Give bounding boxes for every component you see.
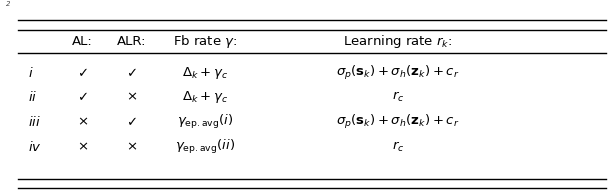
Text: $\gamma_{\mathrm{ep.avg}}(ii)$: $\gamma_{\mathrm{ep.avg}}(ii)$ bbox=[175, 138, 235, 156]
Text: ALR:: ALR: bbox=[117, 35, 146, 48]
Text: $\times$: $\times$ bbox=[126, 141, 137, 154]
Text: $\sigma_p(\mathbf{s}_k)+\sigma_h(\mathbf{z}_k)+c_r$: $\sigma_p(\mathbf{s}_k)+\sigma_h(\mathbf… bbox=[336, 113, 460, 131]
Text: AL:: AL: bbox=[72, 35, 93, 48]
Text: $\gamma_{\mathrm{ep.avg}}(i)$: $\gamma_{\mathrm{ep.avg}}(i)$ bbox=[177, 113, 233, 131]
Text: $iii$: $iii$ bbox=[28, 115, 40, 129]
Text: $ii$: $ii$ bbox=[28, 90, 37, 104]
Text: $r_c$: $r_c$ bbox=[392, 90, 404, 104]
Text: $iv$: $iv$ bbox=[28, 140, 41, 154]
Text: $\times$: $\times$ bbox=[77, 115, 88, 128]
Text: $r_c$: $r_c$ bbox=[392, 140, 404, 154]
Text: $\checkmark$: $\checkmark$ bbox=[77, 90, 88, 103]
Text: $\Delta_k + \gamma_c$: $\Delta_k + \gamma_c$ bbox=[182, 89, 228, 105]
Text: Fb rate $\gamma$:: Fb rate $\gamma$: bbox=[173, 33, 237, 50]
Text: $i$: $i$ bbox=[28, 66, 33, 80]
Text: $\checkmark$: $\checkmark$ bbox=[126, 115, 137, 128]
Text: $\times$: $\times$ bbox=[126, 90, 137, 103]
Text: $\checkmark$: $\checkmark$ bbox=[126, 67, 137, 80]
Text: $\times$: $\times$ bbox=[77, 141, 88, 154]
Text: $\checkmark$: $\checkmark$ bbox=[77, 67, 88, 80]
Text: Learning rate $r_k$:: Learning rate $r_k$: bbox=[343, 33, 452, 50]
Text: 2: 2 bbox=[6, 1, 10, 7]
Text: $\Delta_k + \gamma_c$: $\Delta_k + \gamma_c$ bbox=[182, 65, 228, 81]
Text: $\sigma_p(\mathbf{s}_k)+\sigma_h(\mathbf{z}_k)+c_r$: $\sigma_p(\mathbf{s}_k)+\sigma_h(\mathbf… bbox=[336, 64, 460, 82]
